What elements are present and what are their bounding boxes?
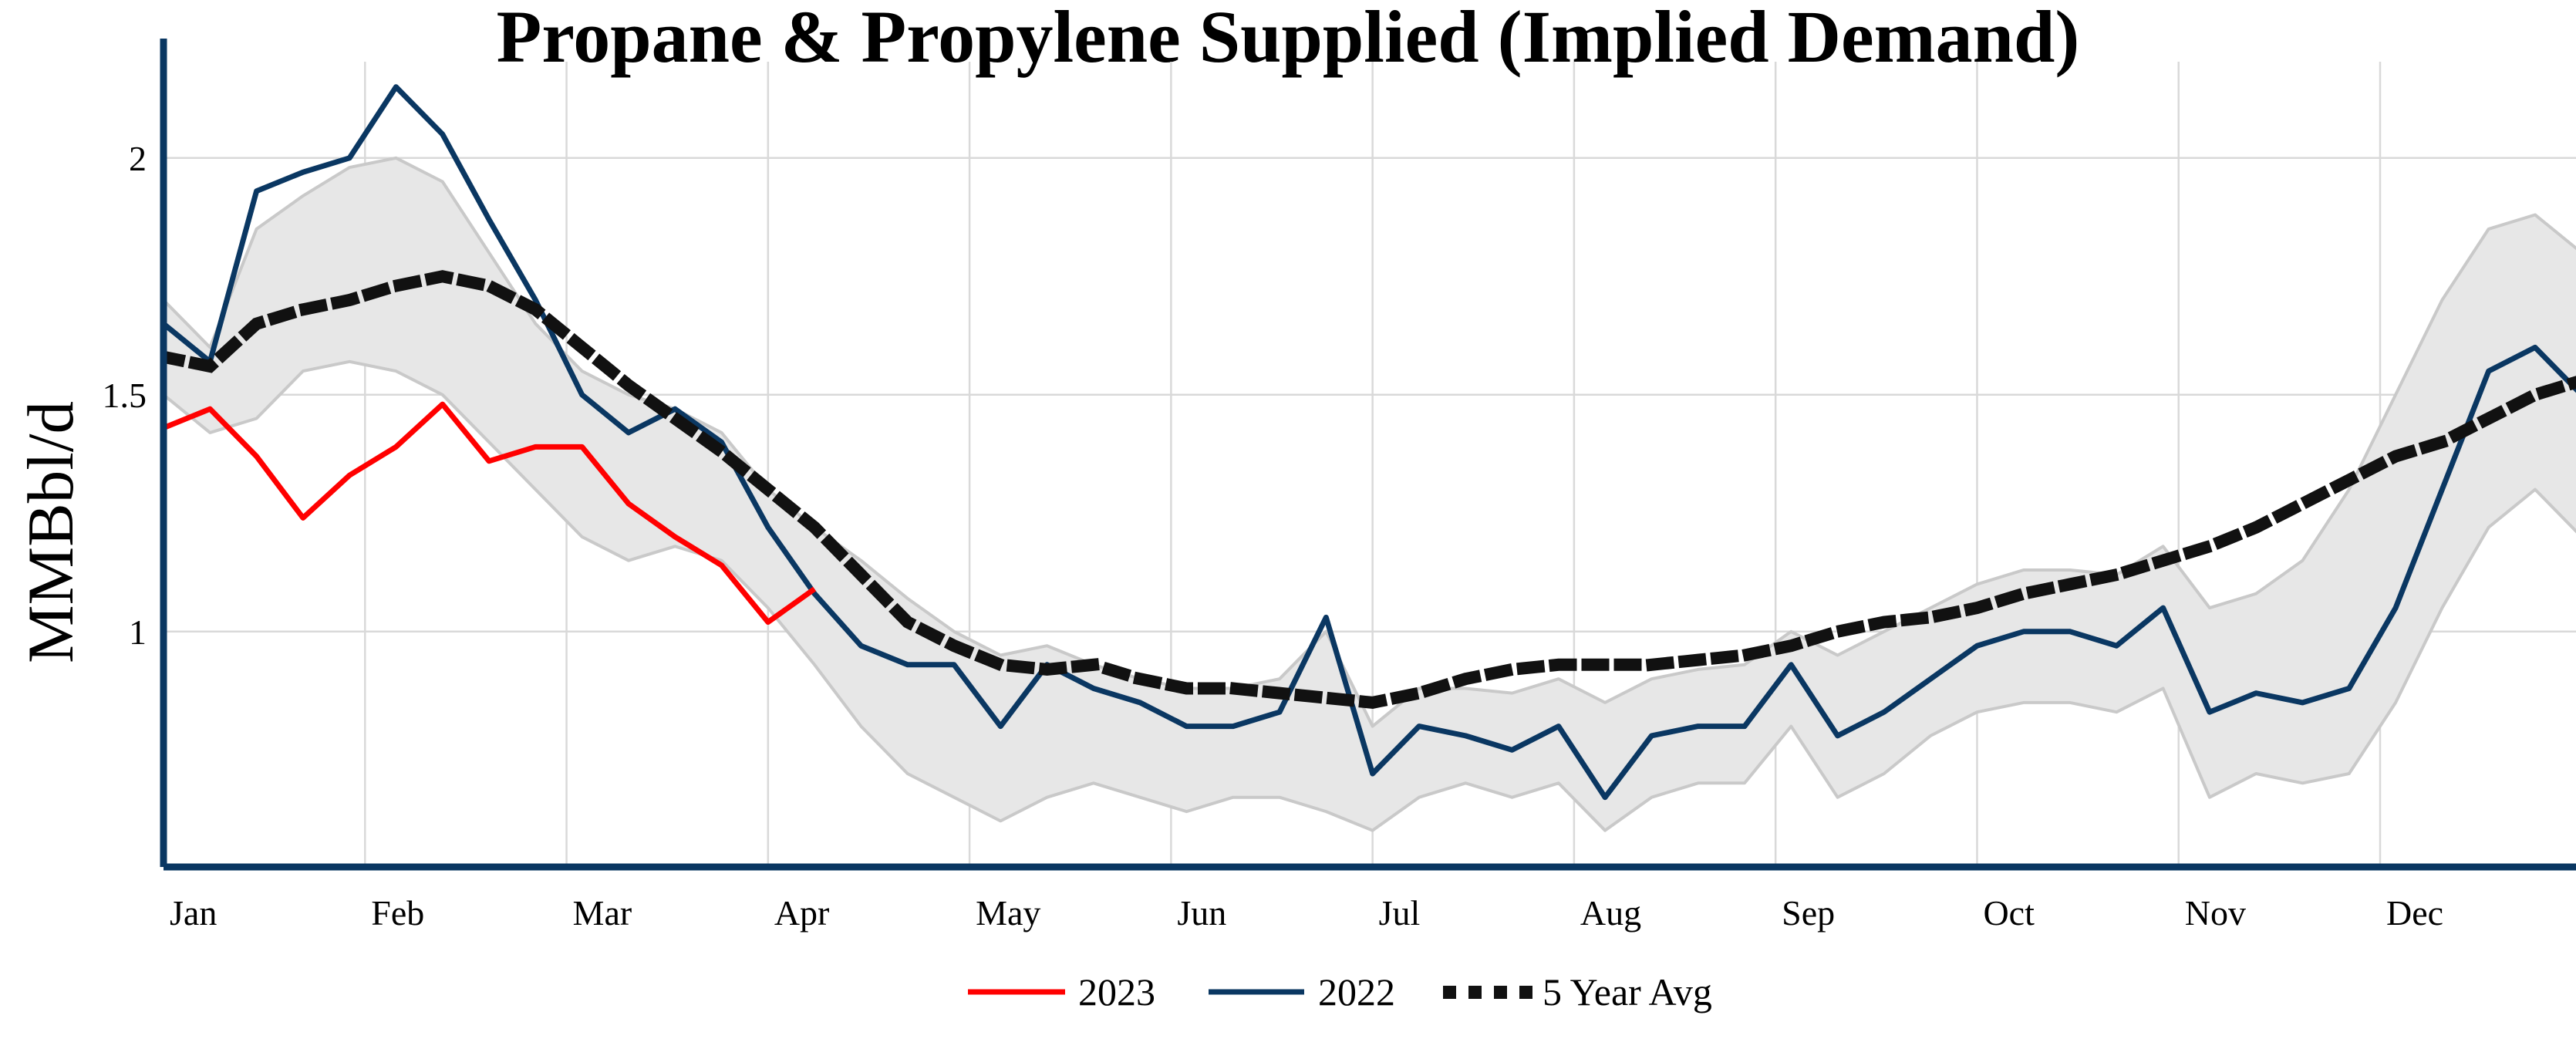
svg-text:Nov: Nov xyxy=(2185,893,2246,933)
svg-text:2: 2 xyxy=(129,139,147,178)
svg-text:Oct: Oct xyxy=(1983,893,2035,933)
svg-text:5 Year Avg: 5 Year Avg xyxy=(1543,970,1712,1014)
svg-text:Mar: Mar xyxy=(573,893,632,933)
svg-text:Jul: Jul xyxy=(1379,893,1421,933)
svg-text:Dec: Dec xyxy=(2386,893,2443,933)
svg-text:2022: 2022 xyxy=(1318,970,1395,1014)
svg-text:1.5: 1.5 xyxy=(103,376,147,415)
svg-text:1: 1 xyxy=(129,612,147,652)
svg-text:2023: 2023 xyxy=(1078,970,1155,1014)
svg-text:Jun: Jun xyxy=(1177,893,1226,933)
svg-text:May: May xyxy=(976,893,1040,933)
svg-text:Apr: Apr xyxy=(774,893,830,933)
svg-text:Jan: Jan xyxy=(170,893,217,933)
svg-text:Feb: Feb xyxy=(371,893,424,933)
svg-text:Aug: Aug xyxy=(1580,893,1641,933)
svg-text:Sep: Sep xyxy=(1782,893,1835,933)
